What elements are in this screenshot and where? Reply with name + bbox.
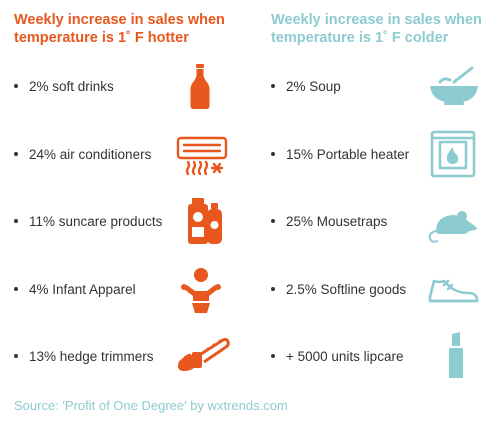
item-label: 15% Portable heater <box>286 146 410 162</box>
sunscreen-icon <box>188 198 222 244</box>
hotter-heading: Weekly increase in sales when temperatur… <box>14 11 244 47</box>
item-label: + 5000 units lipcare <box>286 348 404 364</box>
chainsaw-icon <box>178 337 230 371</box>
air-conditioner-icon <box>176 136 228 176</box>
heater-icon <box>430 130 476 178</box>
hotter-heading-line2: temperature is 1˚ F hotter <box>14 30 189 46</box>
item-label: 24% air conditioners <box>29 146 152 162</box>
baby-icon <box>181 268 221 313</box>
item-label: 4% Infant Apparel <box>29 281 136 297</box>
bullet <box>271 287 275 291</box>
list-item: 4% Infant Apparel <box>14 263 244 315</box>
colder-heading-line1: Weekly increase in sales when <box>271 12 482 28</box>
bullet <box>271 152 275 156</box>
bullet <box>14 354 18 358</box>
sneaker-icon <box>428 279 479 303</box>
bullet <box>271 84 275 88</box>
list-item: + 5000 units lipcare <box>271 330 491 382</box>
bullet <box>14 152 18 156</box>
item-label: 2.5% Softline goods <box>286 281 407 297</box>
list-item: 2% Soup <box>271 60 491 112</box>
soup-bowl-icon <box>430 66 478 105</box>
list-item: 2% soft drinks <box>14 60 244 112</box>
item-label: 2% Soup <box>286 78 341 94</box>
colder-heading-line2: temperature is 1˚ F colder <box>271 30 449 46</box>
list-item: 25% Mousetraps <box>271 195 491 247</box>
lipstick-icon <box>449 332 463 378</box>
colder-heading: Weekly increase in sales when temperatur… <box>271 11 491 47</box>
item-label: 2% soft drinks <box>29 78 114 94</box>
bullet <box>14 287 18 291</box>
list-item: 15% Portable heater <box>271 128 491 180</box>
list-item: 24% air conditioners <box>14 128 244 180</box>
mouse-icon <box>428 211 477 243</box>
item-label: 13% hedge trimmers <box>29 348 154 364</box>
soda-bottle-icon <box>190 64 210 109</box>
source-note: Source: 'Profit of One Degree' by wxtren… <box>14 398 288 413</box>
hotter-heading-line1: Weekly increase in sales when <box>14 12 225 28</box>
bullet <box>14 84 18 88</box>
bullet <box>14 219 18 223</box>
item-label: 25% Mousetraps <box>286 213 388 229</box>
item-label: 11% suncare products <box>29 213 163 229</box>
bullet <box>271 354 275 358</box>
list-item: 13% hedge trimmers <box>14 330 244 382</box>
bullet <box>271 219 275 223</box>
list-item: 11% suncare products <box>14 195 244 247</box>
list-item: 2.5% Softline goods <box>271 263 491 315</box>
